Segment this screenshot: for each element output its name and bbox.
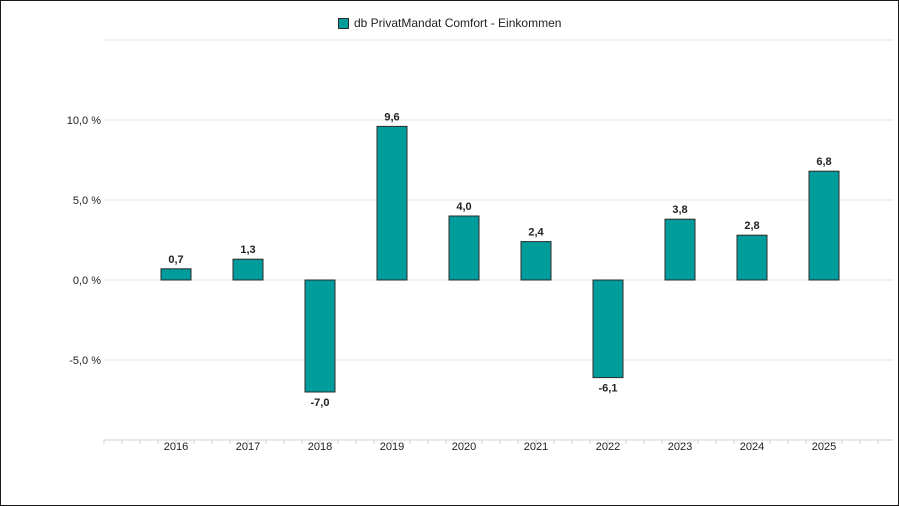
legend-label: db PrivatMandat Comfort - Einkommen [354, 16, 562, 30]
bar [664, 218, 696, 281]
bar [304, 279, 336, 393]
x-tick-label: 2024 [740, 441, 764, 453]
x-tick-label: 2016 [164, 441, 188, 453]
x-tick-label: 2022 [596, 441, 620, 453]
x-tick-label: 2020 [452, 441, 476, 453]
bar [808, 170, 840, 281]
data-label: 3,8 [672, 204, 687, 216]
x-tick-label: 2025 [812, 441, 836, 453]
legend: db PrivatMandat Comfort - Einkommen [338, 16, 561, 30]
data-label: 0,7 [168, 254, 183, 266]
y-tick-label: 10,0 % [67, 115, 101, 127]
data-label: 9,6 [384, 111, 399, 123]
bar [736, 234, 768, 281]
x-tick-label: 2023 [668, 441, 692, 453]
x-tick-label: 2018 [308, 441, 332, 453]
data-label: 2,8 [744, 220, 759, 232]
bar [448, 215, 480, 281]
bar [520, 241, 552, 281]
x-tick-label: 2021 [524, 441, 548, 453]
bar [376, 125, 408, 281]
bar [160, 268, 192, 281]
y-tick-label: 5,0 % [73, 195, 101, 207]
bar [592, 279, 624, 379]
x-tick-label: 2017 [236, 441, 260, 453]
y-tick-label: -5,0 % [69, 355, 101, 367]
data-label: -7,0 [311, 397, 330, 409]
legend-swatch [338, 17, 349, 29]
x-tick-label: 2019 [380, 441, 404, 453]
data-label: 6,8 [816, 156, 831, 168]
y-tick-label: 0,0 % [73, 275, 101, 287]
data-label: 2,4 [528, 227, 544, 239]
bar [232, 258, 264, 281]
data-label: 1,3 [240, 244, 255, 256]
data-label: 4,0 [456, 201, 471, 213]
data-label: -6,1 [599, 383, 618, 395]
